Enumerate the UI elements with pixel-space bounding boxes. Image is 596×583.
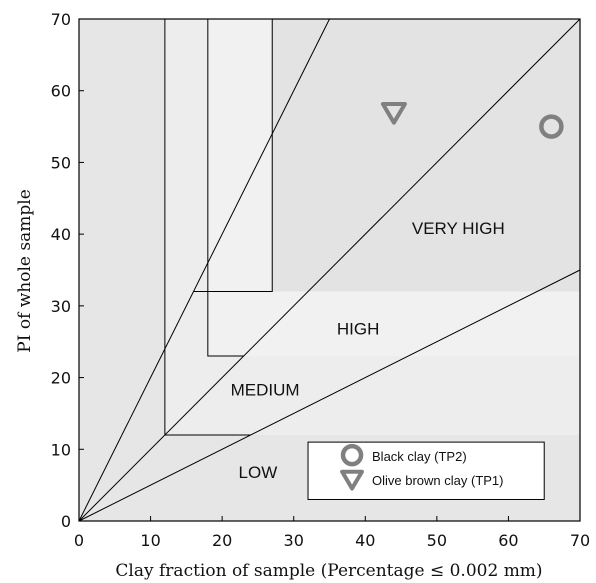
- x-tick-label: 40: [355, 531, 375, 550]
- x-tick-label: 60: [498, 531, 518, 550]
- data-point-circle: [539, 114, 564, 139]
- x-tick-label: 0: [74, 531, 84, 550]
- legend-marker-triangle-down: [340, 469, 364, 491]
- x-tick-label: 20: [212, 531, 232, 550]
- x-tick-label: 10: [140, 531, 160, 550]
- activity-line-0: [78, 269, 581, 522]
- legend-label: Olive brown clay (TP1): [372, 473, 503, 488]
- y-tick-label: 60: [51, 82, 71, 101]
- y-tick-label: 0: [61, 512, 71, 531]
- boundary-lines: [78, 18, 581, 522]
- axis-ticks: 0 10 20 30 40 50 60 70 0 10 20 30 40 50 60 70: [51, 10, 591, 550]
- y-tick-label: 10: [51, 440, 71, 459]
- x-tick-label: 50: [427, 531, 447, 550]
- plot-border: [78, 18, 581, 522]
- activity-line-2: [78, 18, 330, 522]
- zone-border-2: [193, 19, 273, 293]
- y-tick-label: 30: [51, 297, 71, 316]
- legend-label: Black clay (TP2): [372, 449, 467, 464]
- x-tick-label: 70: [570, 531, 590, 550]
- region-label-very-high: VERY HIGH: [412, 219, 505, 238]
- y-tick-label: 40: [51, 225, 71, 244]
- y-tick-label: 70: [51, 10, 71, 29]
- x-tick-label: 30: [284, 531, 304, 550]
- legend-marker-circle: [340, 443, 364, 467]
- region-labels: LOW MEDIUM HIGH VERY HIGH: [231, 219, 505, 482]
- data-points: [380, 101, 564, 139]
- region-label-medium: MEDIUM: [231, 381, 300, 400]
- region-label-low: LOW: [239, 463, 278, 482]
- y-axis-title: PI of whole sample: [15, 189, 35, 352]
- legend: Black clay (TP2) Olive brown clay (TP1): [307, 441, 545, 500]
- zone-bg-2: [272, 19, 580, 292]
- activity-line-1: [78, 18, 581, 522]
- data-point-triangle-down: [380, 101, 407, 125]
- x-axis-title: Clay fraction of sample (Percentage ≤ 0.…: [115, 561, 542, 581]
- region-label-high: HIGH: [337, 320, 380, 339]
- y-tick-label: 20: [51, 369, 71, 388]
- y-tick-label: 50: [51, 153, 71, 172]
- zone-border-1: [207, 19, 244, 357]
- plot-frame: [78, 18, 581, 522]
